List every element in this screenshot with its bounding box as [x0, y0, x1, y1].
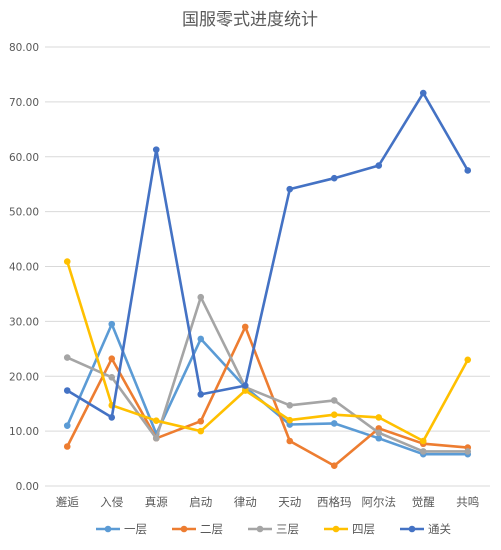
data-point: [241, 387, 249, 394]
y-tick-label: 20.00: [9, 371, 39, 383]
series-5: [63, 89, 472, 421]
data-point: [63, 443, 71, 450]
data-point: [197, 427, 205, 435]
data-point: [330, 397, 338, 404]
chart-title: 国服零式进度统计: [182, 10, 318, 30]
legend-swatch-marker: [408, 525, 416, 533]
x-tick-label: 西格玛: [317, 495, 352, 509]
data-point: [108, 355, 116, 362]
x-tick-label: 律动: [234, 495, 257, 509]
x-axis-labels: 邂逅 入侵 真源 启动 律动 天动 西格玛 阿尔法 觉醒 共鸣: [56, 495, 480, 509]
data-point: [464, 448, 472, 455]
data-point: [330, 420, 338, 427]
data-point: [286, 437, 294, 445]
data-point: [152, 146, 160, 153]
data-point: [419, 89, 427, 97]
x-tick-label: 阿尔法: [362, 495, 397, 509]
y-tick-label: 70.00: [9, 97, 39, 109]
data-point: [108, 414, 116, 421]
y-tick-label: 10.00: [9, 426, 39, 438]
data-point: [375, 429, 383, 437]
data-point: [375, 434, 383, 442]
x-tick-label: 天动: [278, 495, 301, 509]
series-line: [66, 91, 470, 419]
data-point: [419, 448, 427, 455]
data-point: [375, 162, 383, 169]
legend-swatch-marker: [180, 525, 188, 533]
legend-label: 二层: [200, 522, 223, 536]
series-line: [66, 260, 470, 443]
x-tick-label: 共鸣: [456, 495, 479, 509]
legend-swatch-marker: [256, 525, 264, 533]
data-point: [152, 417, 160, 424]
data-point: [63, 354, 71, 361]
legend-item: 二层: [172, 522, 223, 536]
y-axis-ticks: 0.00 10.00 20.00 30.00 40.00 50.00 60.00 70.00 8…: [9, 42, 39, 493]
data-point: [286, 402, 294, 409]
data-point: [241, 323, 249, 331]
data-point: [63, 387, 71, 394]
data-point: [464, 167, 472, 174]
y-tick-label: 0.00: [16, 481, 39, 493]
legend-swatch-marker: [104, 525, 112, 533]
y-tick-label: 40.00: [9, 262, 39, 274]
data-point: [241, 382, 249, 389]
legend-item: 一层: [96, 522, 147, 536]
y-tick-label: 60.00: [9, 152, 39, 164]
data-point: [63, 258, 71, 265]
data-point: [197, 417, 205, 425]
data-point: [197, 391, 205, 398]
legend-label: 三层: [276, 522, 299, 536]
series-line: [66, 295, 470, 453]
series-line: [66, 325, 470, 468]
data-point: [286, 416, 294, 424]
legend-label: 一层: [124, 522, 147, 536]
data-point: [108, 320, 116, 328]
x-tick-label: 邂逅: [56, 495, 79, 509]
data-point: [152, 434, 160, 442]
data-point: [330, 411, 338, 418]
data-point: [330, 174, 338, 182]
legend-item: 通关: [400, 522, 451, 536]
legend-label: 通关: [428, 522, 451, 536]
data-point: [197, 293, 205, 301]
x-tick-label: 觉醒: [412, 495, 435, 509]
legend-item: 四层: [324, 522, 375, 536]
legend: 一层 二层 三层 四层 通关: [96, 522, 451, 536]
x-tick-label: 入侵: [100, 495, 123, 509]
x-tick-label: 真源: [145, 495, 168, 509]
y-tick-label: 30.00: [9, 316, 39, 328]
legend-label: 四层: [352, 522, 375, 536]
data-point: [464, 356, 472, 364]
series-lines: [63, 89, 472, 469]
data-point: [375, 414, 383, 421]
y-tick-label: 80.00: [9, 42, 39, 54]
legend-item: 三层: [248, 522, 299, 536]
data-point: [197, 335, 205, 343]
data-point: [330, 462, 338, 469]
data-point: [419, 437, 427, 445]
data-point: [63, 422, 71, 429]
data-point: [286, 185, 294, 193]
data-point: [108, 374, 116, 381]
x-tick-label: 启动: [189, 495, 212, 509]
y-tick-label: 50.00: [9, 207, 39, 219]
series-3: [63, 293, 472, 455]
legend-swatch-marker: [332, 525, 340, 533]
